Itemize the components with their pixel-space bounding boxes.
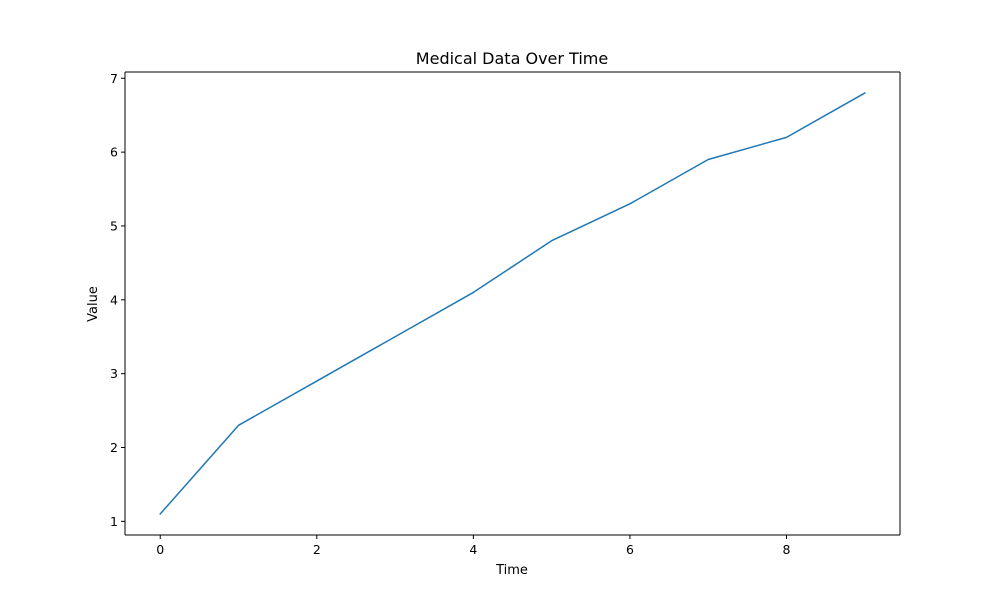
x-axis-title: Time <box>495 563 528 578</box>
series-line-1 <box>159 92 866 516</box>
chart-title: Medical Data Over Time <box>416 49 608 68</box>
y-tick-label: 1 <box>110 514 118 529</box>
x-tick-label: 0 <box>156 542 164 557</box>
y-tick-label: 4 <box>110 292 118 307</box>
y-tick-label: 6 <box>110 145 118 160</box>
y-tick-label: 3 <box>110 366 118 381</box>
y-tick-label: 5 <box>110 218 118 233</box>
y-axis-title: Value <box>86 286 101 322</box>
x-tick-label: 4 <box>469 542 477 557</box>
y-tick-label: 2 <box>110 440 118 455</box>
x-tick-label: 2 <box>313 542 321 557</box>
x-tick-label: 8 <box>783 542 791 557</box>
x-tick-label: 6 <box>626 542 634 557</box>
plot-area: 0 2 4 6 8 1 2 3 4 5 6 7 <box>110 71 901 557</box>
y-tick-label: 7 <box>110 71 118 86</box>
